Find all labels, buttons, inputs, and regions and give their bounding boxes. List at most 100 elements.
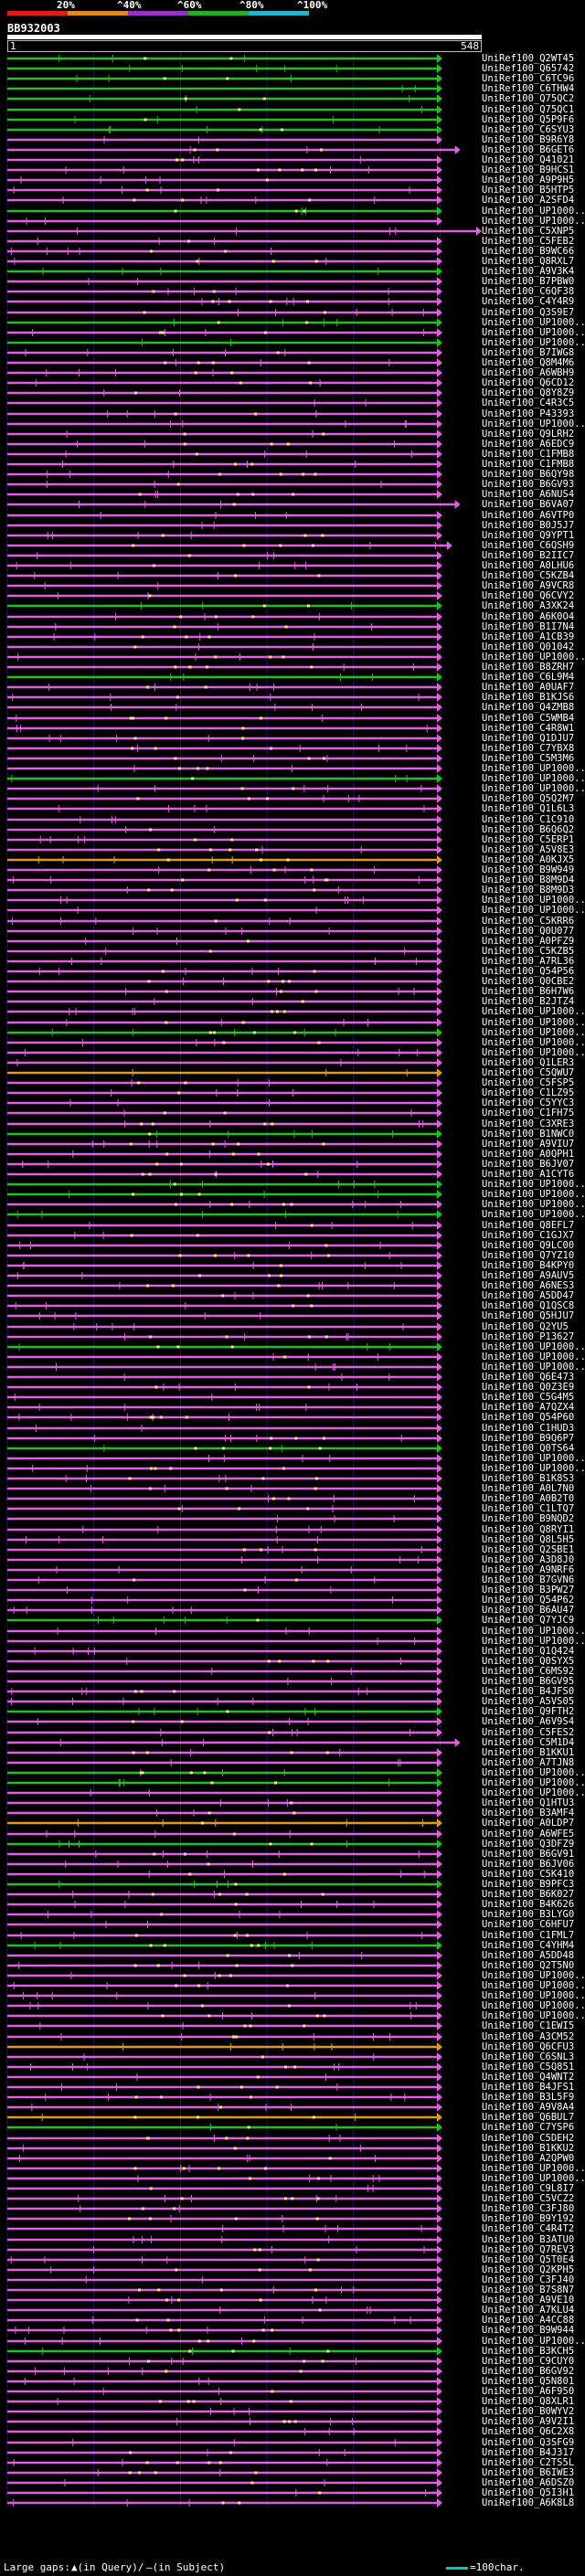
hit-link[interactable]: UniRef100_Q7YZ10 — [482, 1249, 575, 1261]
hit-link[interactable]: UniRef100_C3XRE3 — [482, 1118, 575, 1129]
hit-link[interactable]: UniRef100_Q1QSC8 — [482, 1300, 575, 1312]
hit-link[interactable]: UniRef100_C6QF38 — [482, 286, 575, 298]
hit-link[interactable]: UniRef100_C6L9M4 — [482, 672, 575, 684]
hit-link[interactable]: UniRef100_B3PW27 — [482, 1585, 575, 1596]
hit-link[interactable]: UniRef100_B1KJS6 — [482, 692, 575, 704]
hit-link[interactable]: UniRef100_C1LTQ7 — [482, 1503, 575, 1515]
hit-link[interactable]: UniRef100_UP1000... — [482, 1341, 585, 1352]
hit-link[interactable]: UniRef100_C5DEH2 — [482, 2132, 575, 2144]
hit-link[interactable]: UniRef100_B3L5F9 — [482, 2092, 575, 2104]
hit-link[interactable]: UniRef100_Q0SYX5 — [482, 1655, 575, 1667]
hit-link[interactable]: UniRef100_UP1000... — [482, 1452, 585, 1464]
hit-link[interactable]: UniRef100_A6DSZ0 — [482, 2476, 575, 2488]
hit-link[interactable]: UniRef100_Q2YU5 — [482, 1320, 569, 1332]
hit-link[interactable]: UniRef100_UP1000... — [482, 1980, 585, 1991]
hit-link[interactable]: UniRef100_B5HTP5 — [482, 185, 575, 196]
hit-link[interactable]: UniRef100_Q4ZMB8 — [482, 702, 575, 714]
hit-link[interactable]: UniRef100_C9L8I7 — [482, 2183, 575, 2194]
hit-link[interactable]: UniRef100_C4R8W1 — [482, 722, 575, 734]
hit-link[interactable]: UniRef100_Q8RYI1 — [482, 1523, 575, 1535]
hit-link[interactable]: UniRef100_A0UAF7 — [482, 682, 575, 694]
hit-link[interactable]: UniRef100_Q0TS64 — [482, 1442, 575, 1454]
hit-link[interactable]: UniRef100_Q2T5N0 — [482, 1959, 575, 1971]
hit-link[interactable]: UniRef100_B9Y192 — [482, 2213, 575, 2225]
hit-link[interactable]: UniRef100_Q5T0E4 — [482, 2253, 575, 2265]
hit-link[interactable]: UniRef100_A7TJN8 — [482, 1756, 575, 1768]
hit-link[interactable]: UniRef100_A6F950 — [482, 2386, 575, 2397]
hit-link[interactable]: UniRef100_B4JFS1 — [482, 2082, 575, 2093]
hit-link[interactable]: UniRef100_B4KPY0 — [482, 1259, 575, 1271]
hit-link[interactable]: UniRef100_UP1000... — [482, 1635, 585, 1647]
hit-link[interactable]: UniRef100_A6WFE5 — [482, 1828, 575, 1839]
hit-link[interactable]: UniRef100_A0LDP7 — [482, 1818, 575, 1829]
hit-link[interactable]: UniRef100_A7RL36 — [482, 955, 575, 967]
hit-link[interactable]: UniRef100_B4JFS0 — [482, 1686, 575, 1698]
hit-link[interactable]: UniRef100_Q5P9F6 — [482, 113, 575, 125]
hit-link[interactable]: UniRef100_Q8XLR1 — [482, 2396, 575, 2408]
hit-link[interactable]: UniRef100_A6EDC9 — [482, 438, 575, 450]
hit-link[interactable]: UniRef100_B4J317 — [482, 2446, 575, 2458]
hit-link[interactable]: UniRef100_B3ATU0 — [482, 2233, 575, 2245]
hit-link[interactable]: UniRef100_UP1000... — [482, 1189, 585, 1201]
hit-link[interactable]: UniRef100_A9VIU7 — [482, 1138, 575, 1150]
hit-link[interactable]: UniRef100_UP1000... — [482, 1787, 585, 1799]
hit-link[interactable]: UniRef100_B6IWE3 — [482, 2466, 575, 2478]
hit-link[interactable]: UniRef100_A0B2T0 — [482, 1493, 575, 1505]
hit-link[interactable]: UniRef100_Q54P56 — [482, 966, 575, 977]
hit-link[interactable]: UniRef100_C5FEB2 — [482, 235, 575, 247]
hit-link[interactable]: UniRef100_A6VTP0 — [482, 509, 575, 521]
hit-link[interactable]: UniRef100_C5G4M5 — [482, 1392, 575, 1404]
hit-link[interactable]: UniRef100_A2QPW0 — [482, 2152, 575, 2164]
hit-link[interactable]: UniRef100_C5FSP5 — [482, 1077, 575, 1089]
hit-link[interactable]: UniRef100_C4R3C5 — [482, 398, 575, 409]
hit-link[interactable]: UniRef100_UP1000... — [482, 418, 585, 429]
hit-link[interactable]: UniRef100_B6JV07 — [482, 1158, 575, 1170]
hit-link[interactable]: UniRef100_Q5N801 — [482, 2375, 575, 2387]
hit-link[interactable]: UniRef100_C6QSH9 — [482, 539, 575, 551]
hit-link[interactable]: UniRef100_Q1DJU7 — [482, 732, 575, 744]
hit-link[interactable]: UniRef100_A9V8A4 — [482, 2102, 575, 2114]
hit-link[interactable]: UniRef100_B8ZRH7 — [482, 662, 575, 673]
hit-link[interactable]: UniRef100_A0L7N0 — [482, 1483, 575, 1495]
hit-link[interactable]: UniRef100_Q9LRH2 — [482, 428, 575, 440]
hit-link[interactable]: UniRef100_C6TC96 — [482, 73, 575, 85]
hit-link[interactable]: UniRef100_C7YBX8 — [482, 742, 575, 754]
hit-link[interactable]: UniRef100_C2TS5L — [482, 2456, 575, 2468]
hit-link[interactable]: UniRef100_Q8M4M6 — [482, 357, 575, 368]
hit-link[interactable]: UniRef100_Q7YJC9 — [482, 1615, 575, 1627]
hit-link[interactable]: UniRef100_B9R6Y8 — [482, 133, 575, 145]
hit-link[interactable]: UniRef100_B4K626 — [482, 1899, 575, 1911]
hit-link[interactable]: UniRef100_B2IIC7 — [482, 549, 575, 561]
hit-link[interactable]: UniRef100_C4R4T2 — [482, 2223, 575, 2235]
hit-link[interactable]: UniRef100_A6NUS4 — [482, 489, 575, 501]
hit-link[interactable]: UniRef100_UP1000... — [482, 2010, 585, 2022]
hit-link[interactable]: UniRef100_A3XK24 — [482, 600, 575, 612]
hit-link[interactable]: UniRef100_A9AUV5 — [482, 1270, 575, 1281]
hit-link[interactable]: UniRef100_UP1000... — [482, 2335, 585, 2347]
hit-link[interactable]: UniRef100_B9PFC3 — [482, 1879, 575, 1890]
hit-link[interactable]: UniRef100_Q8Y8Z9 — [482, 387, 575, 399]
hit-link[interactable]: UniRef100_B3AMF4 — [482, 1807, 575, 1819]
hit-link[interactable]: UniRef100_C5M3M6 — [482, 752, 575, 764]
hit-link[interactable]: UniRef100_Q1LER3 — [482, 1056, 575, 1068]
hit-link[interactable]: UniRef100_A0LHU6 — [482, 560, 575, 571]
hit-link[interactable]: UniRef100_B6GV92 — [482, 2365, 575, 2377]
hit-link[interactable]: UniRef100_C5KZB4 — [482, 570, 575, 582]
hit-link[interactable]: UniRef100_UP1000... — [482, 2162, 585, 2174]
hit-link[interactable]: UniRef100_C5K410 — [482, 1868, 575, 1880]
hit-link[interactable]: UniRef100_B1KKU1 — [482, 1746, 575, 1758]
hit-link[interactable]: UniRef100_B3KCH5 — [482, 2345, 575, 2357]
hit-link[interactable]: UniRef100_C5KRR6 — [482, 915, 575, 927]
hit-link[interactable]: UniRef100_B6GV95 — [482, 1676, 575, 1687]
hit-link[interactable]: UniRef100_Q8EFL7 — [482, 1219, 575, 1231]
hit-link[interactable]: UniRef100_B1K8S3 — [482, 1473, 575, 1484]
hit-link[interactable]: UniRef100_UP1000... — [482, 773, 585, 785]
hit-link[interactable]: UniRef100_Q1L6L3 — [482, 803, 575, 815]
hit-link[interactable]: UniRef100_UP1000... — [482, 1990, 585, 2002]
hit-link[interactable]: UniRef100_B6JV06 — [482, 1858, 575, 1870]
hit-link[interactable]: UniRef100_Q4WNT2 — [482, 2071, 575, 2083]
hit-link[interactable]: UniRef100_A9NRF6 — [482, 1564, 575, 1575]
hit-link[interactable]: UniRef100_Q1HTU3 — [482, 1797, 575, 1809]
hit-link[interactable]: UniRef100_C4Y4R9 — [482, 296, 575, 308]
hit-link[interactable]: UniRef100_C5YYC3 — [482, 1097, 575, 1109]
